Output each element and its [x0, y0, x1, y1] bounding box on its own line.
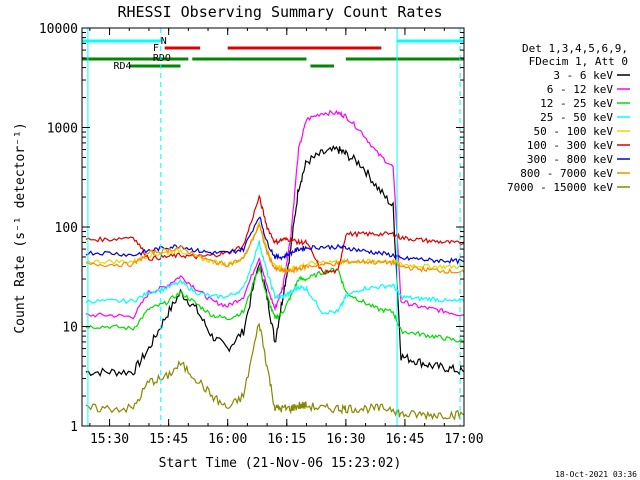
- x-tick-label-2: 15:45: [149, 432, 188, 447]
- legend-label-4: 25 - 50 keV: [540, 111, 613, 124]
- series-line-3: [85, 266, 465, 343]
- x-tick-label-3: 16:00: [208, 432, 247, 447]
- y-tick-label-4: 1000: [47, 122, 78, 137]
- legend-label-9: 7000 - 15000 keV: [507, 181, 613, 194]
- y-tick-label-1: 1: [70, 420, 78, 435]
- x-tick-label-4: 16:15: [267, 432, 306, 447]
- axes: 15:30 15:45 16:00 16:15 16:30 16:45 17:00 1 10 10…: [39, 22, 484, 447]
- legend-swatches: [617, 74, 630, 188]
- series-line-5: [85, 219, 465, 273]
- y-tick-label-3: 100: [55, 221, 78, 236]
- legend-label-5: 50 - 100 keV: [534, 125, 614, 138]
- legend-header-1: Det 1,3,4,5,6,9,: [522, 42, 628, 55]
- chart-title: RHESSI Observing Summary Count Rates: [117, 3, 442, 21]
- boundary-lines: [87, 28, 461, 426]
- x-tick-label-1: 15:30: [90, 432, 129, 447]
- y-axis-label: Count Rate (s⁻¹ detector⁻¹): [13, 122, 28, 333]
- x-axis-label: Start Time (21-Nov-06 15:23:02): [159, 456, 402, 471]
- series-line-2: [85, 109, 465, 320]
- series-line-6: [85, 194, 464, 275]
- flag-label-rd4: RD4: [114, 61, 132, 72]
- legend-label-3: 12 - 25 keV: [540, 97, 613, 110]
- legend: Det 1,3,4,5,6,9, FDecim 1, Att 0 3 - 6 k…: [507, 42, 630, 194]
- series-layer: [85, 109, 465, 421]
- legend-label-1: 3 - 6 keV: [553, 69, 613, 82]
- flag-label-f: F: [153, 43, 159, 54]
- legend-label-2: 6 - 12 keV: [547, 83, 614, 96]
- flag-label-n: N: [161, 36, 167, 47]
- y-tick-label-5: 10000: [39, 22, 78, 37]
- legend-label-6: 100 - 300 keV: [527, 139, 613, 152]
- y-tick-label-2: 10: [62, 321, 78, 336]
- x-tick-label-7: 17:00: [444, 432, 483, 447]
- series-line-9: [85, 322, 465, 421]
- series-line-1: [85, 144, 465, 378]
- flag-label-rdo: RDO: [153, 53, 171, 64]
- x-tick-label-6: 16:45: [385, 432, 424, 447]
- legend-header-2: FDecim 1, Att 0: [529, 55, 628, 68]
- legend-label-7: 300 - 800 keV: [527, 153, 613, 166]
- x-tick-label-5: 16:30: [326, 432, 365, 447]
- legend-label-8: 800 - 7000 keV: [520, 167, 613, 180]
- footer-timestamp: 18-Oct-2021 03:36: [555, 470, 637, 479]
